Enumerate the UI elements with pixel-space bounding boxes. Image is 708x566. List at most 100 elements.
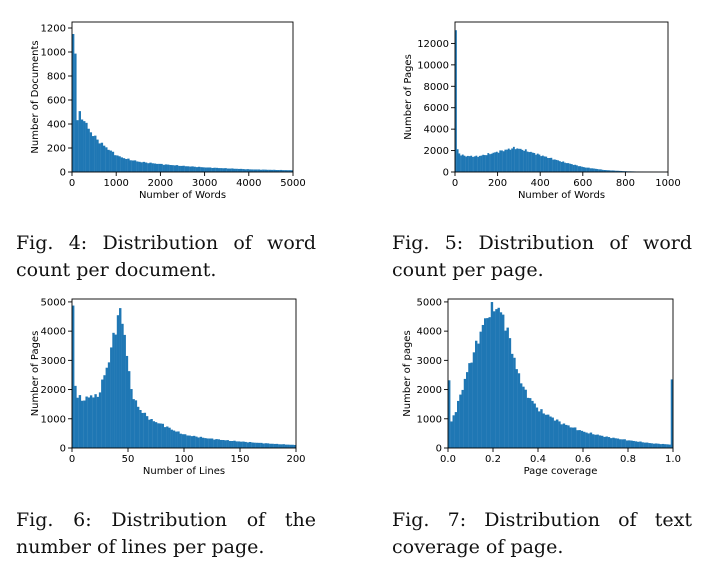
histogram-bar: [517, 373, 521, 448]
histogram-bar: [101, 379, 104, 448]
histogram-word-count-per-page: 0 200 400 600 800 100002000400060008000100001…: [403, 21, 681, 201]
histogram-bar: [235, 168, 238, 172]
y-tick-label: 4000: [424, 125, 449, 136]
histogram-bar: [202, 167, 205, 172]
histogram-bar: [514, 149, 517, 172]
histogram-bar: [284, 170, 287, 172]
histogram-bar: [533, 403, 536, 448]
histogram-bar: [231, 441, 234, 448]
histogram-bar: [542, 413, 545, 448]
histogram-bar: [204, 438, 207, 448]
histogram-bar: [618, 170, 621, 172]
histogram-bar: [531, 400, 534, 448]
histogram-bar: [114, 334, 117, 448]
histogram-bar: [74, 385, 77, 448]
histogram-bar: [98, 143, 101, 172]
histogram-bar: [621, 171, 624, 172]
histogram-bar: [616, 170, 619, 172]
histogram-bar: [502, 151, 505, 172]
histogram-bar: [499, 150, 502, 172]
histogram-bar: [504, 330, 507, 448]
histogram-bar: [495, 309, 498, 448]
histogram-bar: [516, 148, 519, 172]
histogram-bar: [666, 444, 669, 448]
histogram-bar: [518, 148, 520, 172]
histogram-bar: [275, 170, 278, 172]
figure-6-caption: Fig. 6: Distribution of the number of li…: [16, 509, 316, 558]
histogram-bar: [567, 425, 570, 448]
histogram-bar: [151, 163, 154, 172]
histogram-bar: [277, 170, 280, 172]
histogram-bar: [558, 421, 561, 448]
histogram-bar: [623, 439, 626, 448]
histogram-bar: [96, 396, 100, 448]
histogram-bar: [246, 169, 249, 172]
histogram-bar: [468, 363, 471, 448]
y-axis-label: Number of Pages: [30, 331, 41, 417]
histogram-bar: [184, 434, 187, 448]
histogram-bar: [670, 379, 674, 448]
histogram-bar: [161, 423, 164, 448]
x-tick-label: 0.4: [530, 454, 546, 465]
histogram-bar: [520, 383, 523, 448]
histogram-bar: [172, 430, 176, 448]
histogram-bar: [490, 153, 493, 172]
histogram-bar: [581, 166, 583, 172]
histogram-bar: [255, 442, 259, 448]
histogram-bar: [646, 442, 649, 448]
histogram-bar: [248, 169, 252, 172]
histogram-bar: [497, 307, 500, 448]
histogram-bar: [515, 369, 518, 448]
histogram-bar: [217, 168, 221, 172]
y-tick-label: 1200: [41, 24, 66, 35]
y-tick-label: 3000: [41, 356, 66, 367]
histogram-bar: [152, 421, 156, 448]
histogram-bar: [242, 169, 245, 172]
x-tick-label: 800: [616, 178, 635, 189]
histogram-bar: [641, 442, 644, 448]
histogram-bar: [213, 439, 216, 448]
histogram-bar: [280, 444, 283, 448]
histogram-bar: [628, 440, 631, 448]
histogram-bar: [661, 443, 665, 448]
histogram-bar: [523, 150, 526, 172]
histogram-bar: [171, 165, 174, 172]
histogram-bar: [485, 155, 488, 172]
histogram-bar: [92, 397, 95, 448]
histogram-bar: [589, 432, 593, 448]
histogram-bar: [286, 170, 289, 172]
histogram-bar: [480, 155, 483, 172]
histogram-bar: [475, 155, 478, 172]
histogram-bar: [506, 149, 508, 172]
histogram-bar: [159, 423, 162, 448]
histogram-bar: [76, 120, 79, 172]
histogram-bar: [511, 353, 514, 448]
plot-frame: [447, 298, 674, 449]
x-tick-label: 100: [174, 454, 193, 465]
histogram-bar: [536, 153, 539, 172]
histogram-bar: [452, 415, 455, 448]
histogram-bar: [228, 168, 232, 172]
histogram-bar: [131, 160, 135, 172]
histogram-bar: [89, 395, 93, 448]
histogram-bar: [244, 169, 247, 172]
histogram-bar: [585, 432, 588, 448]
histogram-bar: [112, 332, 115, 448]
histogram-bar: [128, 371, 131, 448]
histogram-page-coverage: 0.0 0.2 0.4 0.6 0.8 1.0 0 1000 2000 3000 4000 5000 P…: [402, 297, 681, 477]
histogram-bar: [78, 395, 82, 448]
histogram-bar: [209, 167, 212, 172]
x-axis-label: Page coverage: [524, 466, 598, 477]
histogram-bar: [463, 155, 466, 172]
histogram-bar: [113, 155, 117, 172]
histogram-bar: [577, 166, 580, 172]
histogram-bar: [513, 357, 516, 448]
histogram-bar: [239, 168, 243, 172]
histogram-bar: [257, 169, 260, 172]
histogram-bar: [550, 157, 553, 172]
histogram-bar: [268, 169, 272, 172]
histogram-bar: [468, 156, 471, 172]
y-tick-label: 400: [47, 120, 66, 131]
histogram-bar: [558, 161, 561, 172]
y-tick-label: 4000: [417, 327, 442, 338]
